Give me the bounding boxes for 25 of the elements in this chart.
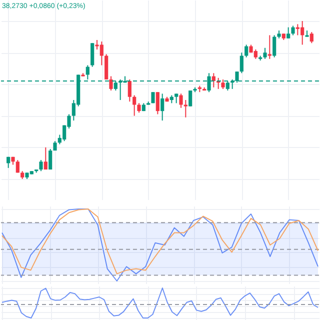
candlestick	[132, 94, 136, 116]
candlestick	[179, 93, 183, 108]
candlestick	[39, 160, 43, 172]
candlestick	[48, 148, 52, 170]
candlestick	[240, 52, 244, 74]
candlestick	[90, 42, 94, 68]
candlestick	[109, 76, 113, 92]
candlestick	[174, 93, 178, 104]
candlestick	[188, 90, 192, 107]
candlestick	[44, 146, 48, 170]
candlestick	[221, 78, 225, 90]
candlestick	[156, 92, 160, 115]
candlestick	[160, 93, 164, 122]
candlestick	[244, 44, 248, 58]
candlestick	[184, 100, 188, 118]
candlestick	[104, 54, 108, 80]
candlestick	[272, 34, 276, 58]
candlestick	[286, 26, 290, 39]
candlestick	[268, 34, 272, 60]
candlestick	[16, 160, 20, 174]
candlestick	[310, 32, 314, 44]
candlestick	[291, 25, 295, 36]
candlestick	[128, 78, 132, 102]
candlestick	[137, 102, 141, 114]
candlestick	[263, 47, 267, 60]
